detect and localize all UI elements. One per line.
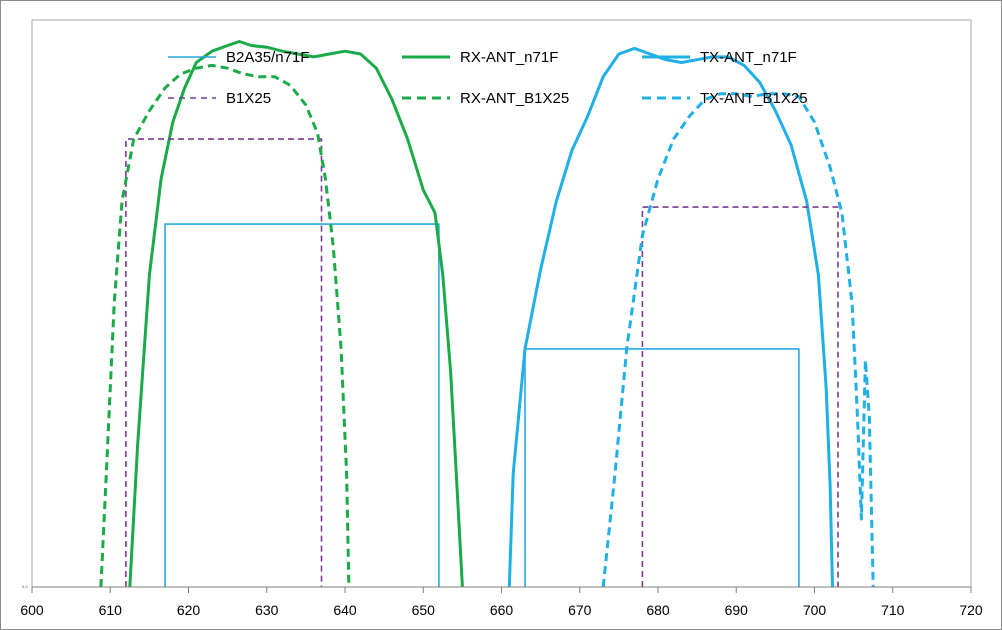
x-tick-label: 610 xyxy=(99,602,123,618)
series-group xyxy=(99,40,875,588)
x-tick-label: 670 xyxy=(568,602,592,618)
legend: B2A35/n71F RX-ANT_n71F TX-ANT_n71F B1X25 RX-… xyxy=(168,49,808,107)
x-tick-label: 710 xyxy=(881,602,905,618)
x-tick-label: 640 xyxy=(333,602,357,618)
x-tick-label: 660 xyxy=(490,602,514,618)
legend-label: B1X25 xyxy=(226,90,271,107)
x-tick-label: 600 xyxy=(20,602,44,618)
legend-label: RX-ANT_n71F xyxy=(460,49,558,66)
legend-label: TX-ANT_n71F xyxy=(700,49,797,66)
x-tick-label: 700 xyxy=(803,602,827,618)
series-line-4-segment-2 xyxy=(641,206,839,587)
x-tick-label: 650 xyxy=(412,602,436,618)
legend-label: B2A35/n71F xyxy=(226,49,309,66)
x-tick-label: 680 xyxy=(646,602,670,618)
series-line-4-segment-1 xyxy=(125,138,323,587)
plot-area xyxy=(31,19,972,588)
x-axis: 600 610 620 630 640 650 660 670 680 690 700 710 720 xyxy=(20,586,983,618)
series-line-1-segment-2 xyxy=(524,348,800,587)
legend-label: TX-ANT_B1X25 xyxy=(700,90,808,107)
series-line-6-segment-1 xyxy=(601,92,875,588)
y-axis-zero-label: 0.0 xyxy=(22,584,28,589)
plot-background xyxy=(31,19,972,588)
x-tick-label: 690 xyxy=(725,602,749,618)
series-line-2-segment-1 xyxy=(128,40,464,588)
x-tick-label: 630 xyxy=(255,602,279,618)
legend-label: RX-ANT_B1X25 xyxy=(460,90,569,107)
x-tick-label: 620 xyxy=(177,602,201,618)
series-line-5-segment-1 xyxy=(99,63,351,588)
series-line-1-segment-1 xyxy=(164,223,440,587)
x-tick-label: 720 xyxy=(959,602,983,618)
series-line-3-segment-1 xyxy=(507,46,834,588)
